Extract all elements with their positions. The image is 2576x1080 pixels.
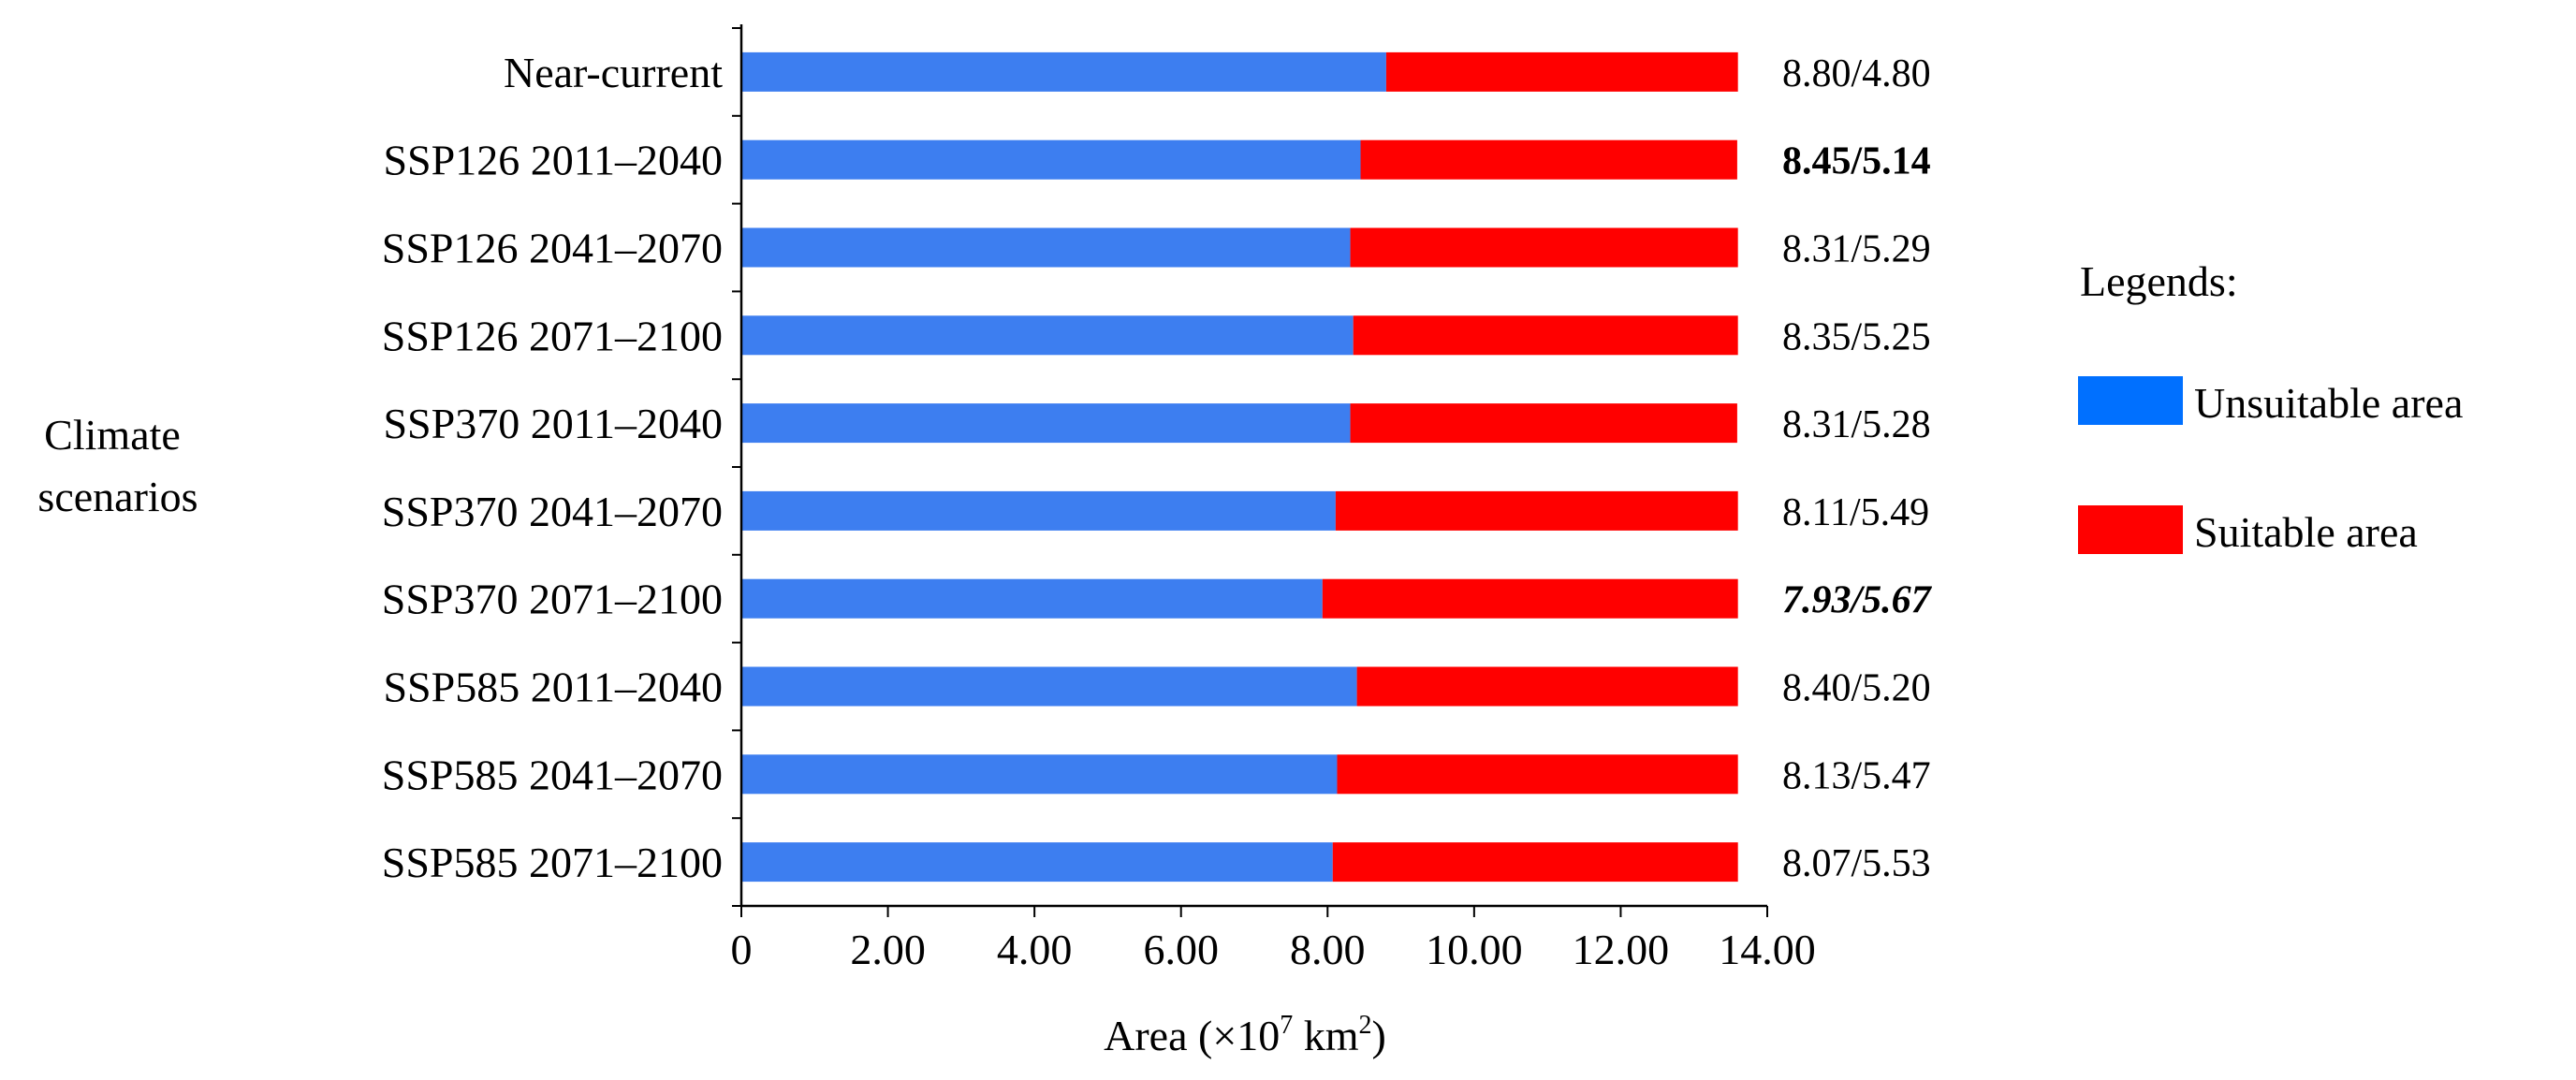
category-label-1: SSP126 2011–2040 [383,137,723,184]
x-tick-label-1: 2.00 [850,926,926,973]
bar-unsuitable-2 [741,227,1351,268]
bar-unsuitable-3 [741,315,1354,356]
y-axis-title-line2: scenarios [37,473,198,520]
bar-unsuitable-7 [741,666,1357,707]
data-label-2: 8.31/5.29 [1782,228,1931,271]
legend-label-suitable: Suitable area [2194,508,2418,556]
x-axis-title-exp1: 7 [1280,1011,1293,1040]
legend-swatch-suitable [2078,505,2183,554]
legend-title: Legends: [2080,257,2238,305]
category-label-8: SSP585 2041–2070 [382,751,723,798]
category-label-3: SSP126 2071–2100 [382,312,723,359]
x-axis-title-mid: km [1293,1012,1359,1059]
bar-unsuitable-6 [741,578,1323,619]
category-label-4: SSP370 2011–2040 [383,400,723,447]
bar-suitable-9 [1332,842,1738,883]
category-label-9: SSP585 2071–2100 [382,839,723,886]
legend-label-unsuitable: Unsuitable area [2194,379,2463,427]
data-label-5: 8.11/5.49 [1782,491,1929,534]
category-label-6: SSP370 2071–2100 [382,576,723,623]
x-tick-label-2: 4.00 [997,926,1073,973]
bar-suitable-6 [1322,578,1738,619]
bar-unsuitable-9 [741,842,1333,883]
data-label-4: 8.31/5.28 [1782,403,1931,446]
x-tick-label-3: 6.00 [1143,926,1219,973]
bar-suitable-8 [1337,754,1738,795]
y-axis-title-line1: Climate [44,411,181,459]
bars-layer [741,51,1738,883]
bar-unsuitable-5 [741,490,1336,531]
category-label-7: SSP585 2011–2040 [383,664,723,711]
bar-suitable-2 [1350,227,1738,268]
x-axis-title-suffix: ) [1372,1012,1386,1059]
legend: Legends: Unsuitable area Suitable area [2078,257,2463,556]
data-label-6: 7.93/5.67 [1782,579,1933,622]
x-axis-title-prefix: Area (×10 [1104,1012,1280,1059]
bar-suitable-3 [1353,315,1738,356]
data-label-9: 8.07/5.53 [1782,842,1931,885]
x-axis-title: Area (×107 km2) [1104,1011,1386,1059]
x-tick-label-6: 12.00 [1573,926,1670,973]
axes-layer [732,24,1768,917]
x-tick-label-5: 10.00 [1426,926,1523,973]
data-label-7: 8.40/5.20 [1782,667,1931,710]
legend-swatch-unsuitable [2078,376,2183,425]
category-label-5: SSP370 2041–2070 [382,488,723,535]
bar-unsuitable-8 [741,754,1338,795]
bar-suitable-4 [1350,403,1737,444]
data-label-3: 8.35/5.25 [1782,315,1931,358]
bar-suitable-0 [1385,51,1738,92]
bar-unsuitable-4 [741,403,1351,444]
data-label-0: 8.80/4.80 [1782,52,1931,95]
x-axis-title-exp2: 2 [1359,1011,1372,1040]
bar-suitable-1 [1360,139,1737,180]
x-tick-label-7: 14.00 [1719,926,1816,973]
data-label-1: 8.45/5.14 [1782,140,1931,183]
data-label-8: 8.13/5.47 [1782,754,1931,797]
labels-layer: Near-current 8.80/4.80 SSP126 2011–2040 8.4… [382,49,1933,973]
x-tick-label-0: 0 [731,926,753,973]
category-label-0: Near-current [504,49,723,96]
bar-suitable-5 [1335,490,1738,531]
category-label-2: SSP126 2041–2070 [382,225,723,272]
bar-unsuitable-1 [741,139,1361,180]
bar-unsuitable-0 [741,51,1386,92]
bar-suitable-7 [1356,666,1738,707]
x-tick-label-4: 8.00 [1290,926,1366,973]
